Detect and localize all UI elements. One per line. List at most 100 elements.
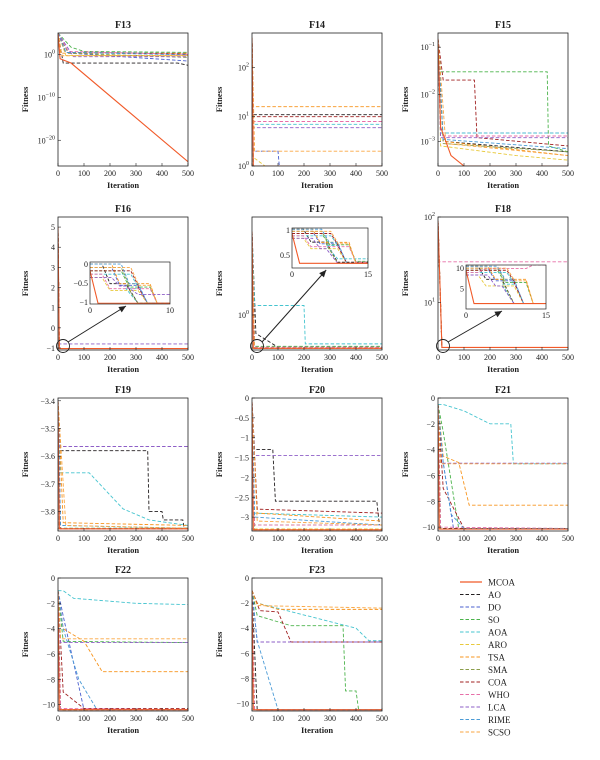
- legend-label-coa: COA: [488, 678, 508, 688]
- y-tick-label: 102: [424, 212, 435, 222]
- panel-f19: F19 Iteration Fitness 0 100 200 300 400 500 −3.4 −…: [20, 385, 194, 555]
- series-line-scso: [252, 37, 382, 152]
- y-tick-label: −1.5: [234, 454, 249, 463]
- x-axis-label: Iteration: [301, 180, 333, 190]
- legend-label-scso: SCSO: [488, 728, 511, 738]
- legend-label-aoa: AOA: [488, 628, 508, 638]
- series-line-so: [58, 33, 188, 53]
- series-line-who: [438, 404, 568, 529]
- x-tick-label: 100: [78, 353, 90, 362]
- y-tick-label: −6: [240, 649, 249, 658]
- zoom-arrow: [447, 310, 503, 343]
- series-line-aoa: [252, 590, 382, 642]
- axes-frame: [57, 32, 189, 167]
- series-line-aro: [58, 400, 188, 530]
- y-tick-label: −10: [236, 699, 249, 708]
- x-tick-label: 200: [104, 169, 116, 178]
- legend-label-ao: AO: [488, 590, 501, 600]
- series-line-lca: [252, 401, 382, 457]
- x-tick-label: 100: [78, 534, 90, 543]
- x-tick-label: 300: [324, 534, 336, 543]
- x-tick-label: 100: [272, 534, 284, 543]
- series-group: [252, 37, 382, 166]
- inset-y-tick-label: 0.5: [280, 251, 290, 260]
- inset-x-tick-label: 0: [88, 306, 92, 315]
- y-tick-label: −3: [240, 513, 249, 522]
- series-line-mcoa: [438, 220, 568, 348]
- inset-series-line-who: [292, 235, 368, 263]
- x-tick-label: 400: [156, 714, 168, 723]
- x-tick-label: 100: [272, 169, 284, 178]
- series-line-who: [252, 590, 382, 711]
- inset-x-tick-label: 0: [290, 270, 294, 279]
- y-tick-label: −2.5: [234, 493, 249, 502]
- series-line-so: [252, 401, 382, 526]
- series-line-tsa: [58, 400, 188, 526]
- inset-y-tick-label: −0.5: [73, 279, 88, 288]
- legend-label-sma: SMA: [488, 665, 508, 675]
- y-tick-label: −1: [240, 434, 249, 443]
- series-line-aoa: [252, 231, 382, 345]
- series-line-coa: [252, 401, 382, 514]
- x-tick-label: 0: [56, 534, 60, 543]
- x-tick-label: 300: [130, 353, 142, 362]
- legend-label-so: SO: [488, 615, 500, 625]
- y-axis-label: Fitness: [214, 270, 224, 296]
- y-axis-label: Fitness: [20, 451, 30, 477]
- series-line-mcoa: [252, 37, 382, 166]
- series-line-coa: [438, 404, 568, 529]
- series-line-mcoa: [252, 401, 382, 531]
- series-group: [58, 400, 188, 530]
- x-tick-label: 400: [350, 714, 362, 723]
- series-line-mcoa: [252, 590, 382, 711]
- series-line-ao: [58, 33, 188, 66]
- y-axis-label: Fitness: [214, 86, 224, 112]
- panel-f13: F13 Iteration Fitness 0 100 200 300 400 500 100 10…: [20, 20, 194, 190]
- y-axis-label: Fitness: [400, 451, 410, 477]
- inset-y-tick-label: 0: [84, 260, 88, 269]
- series-line-so: [252, 590, 382, 711]
- series-line-aoa: [58, 590, 188, 606]
- series-line-coa: [252, 37, 382, 118]
- x-axis-label: Iteration: [487, 364, 519, 374]
- inset-x-tick-label: 0: [464, 311, 468, 320]
- panel-title: F20: [309, 385, 325, 396]
- inset-series-line-who: [466, 265, 546, 273]
- x-tick-label: 300: [130, 534, 142, 543]
- series-line-sma: [252, 37, 382, 166]
- x-tick-label: 0: [250, 534, 254, 543]
- panel-f22: F22 Iteration Fitness 0 100 200 300 400 500 0 −2 −4…: [20, 565, 194, 735]
- y-axis-label: Fitness: [20, 86, 30, 112]
- y-tick-label: 1: [51, 304, 55, 313]
- y-tick-label: −3.6: [40, 452, 55, 461]
- axes-frame: [437, 397, 569, 532]
- series-line-lca: [58, 400, 188, 447]
- panel-f23: F23 Iteration Fitness 0 100 200 300 400 500 0 −2 −4…: [214, 565, 388, 735]
- series-line-who: [58, 33, 188, 55]
- y-tick-label: −6: [46, 650, 55, 659]
- y-tick-label: 10−3: [421, 136, 435, 146]
- x-tick-label: 400: [350, 534, 362, 543]
- y-tick-label: 10−1: [421, 42, 435, 52]
- x-tick-label: 200: [104, 353, 116, 362]
- panel-title: F19: [115, 385, 131, 396]
- inset-frame: [89, 261, 171, 305]
- x-axis-label: Iteration: [301, 725, 333, 735]
- y-tick-label: 10−20: [38, 135, 55, 145]
- legend-label-lca: LCA: [488, 703, 507, 713]
- x-tick-label: 500: [562, 353, 574, 362]
- series-line-tsa: [58, 590, 188, 673]
- series-line-lca: [252, 37, 382, 129]
- y-tick-label: −3.4: [40, 397, 55, 406]
- x-tick-label: 500: [182, 353, 194, 362]
- y-tick-label: −4: [46, 625, 55, 634]
- series-line-ao: [438, 404, 568, 529]
- x-tick-label: 300: [510, 534, 522, 543]
- x-tick-label: 400: [156, 353, 168, 362]
- series-line-ao: [58, 590, 188, 711]
- axes-frame: [251, 32, 383, 167]
- series-line-scso: [58, 400, 188, 529]
- y-tick-label: 102: [238, 62, 249, 72]
